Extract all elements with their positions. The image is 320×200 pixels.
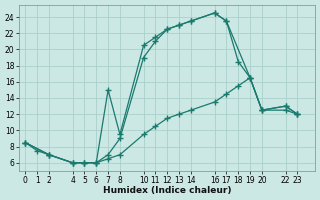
X-axis label: Humidex (Indice chaleur): Humidex (Indice chaleur) xyxy=(103,186,231,195)
